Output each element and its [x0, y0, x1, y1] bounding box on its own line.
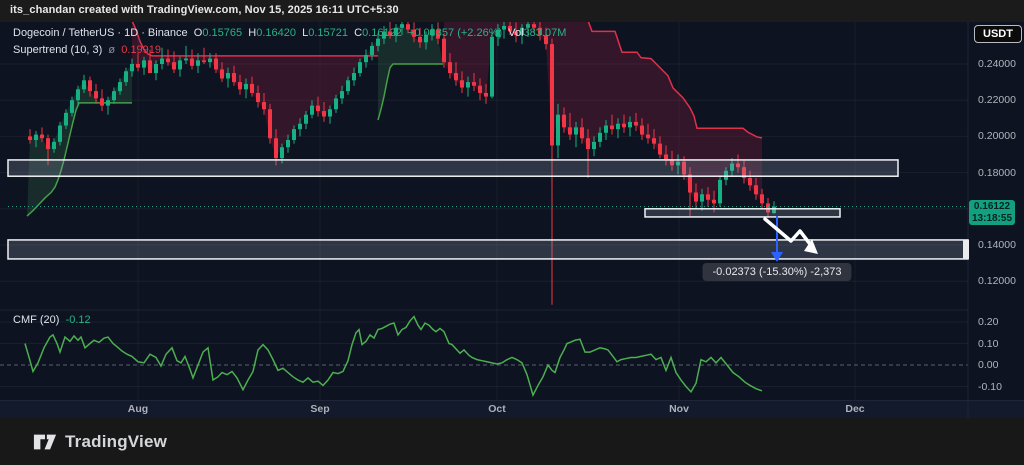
cmf-legend[interactable]: CMF (20) -0.12 [13, 314, 91, 326]
cmf-axis-label[interactable]: 0.00 [978, 359, 999, 371]
current-price-value: 0.16122 [973, 201, 1011, 212]
symbol-legend[interactable]: Dogecoin / TetherUS · 1D · Binance O0.15… [13, 27, 566, 56]
cmf-value: -0.12 [65, 314, 91, 326]
cmf-axis-label[interactable]: -0.10 [978, 380, 1002, 393]
supertrend-name[interactable]: Supertrend (10, 3) [13, 44, 103, 56]
attribution-text: its_chandan created with TradingView.com… [10, 4, 399, 16]
price-axis-label[interactable]: 0.24000 [978, 58, 1016, 70]
supertrend-symbol: ø [108, 44, 116, 56]
price-axis-label[interactable]: 0.20000 [978, 130, 1016, 143]
tradingview-brand-text: TradingView [65, 432, 168, 451]
candlestick-series [28, 22, 776, 305]
price-axis-label[interactable]: 0.12000 [978, 275, 1016, 288]
legend-row-supertrend[interactable]: Supertrend (10, 3) ø 0.19919 [13, 44, 566, 56]
white-breakdown-arrow[interactable] [763, 217, 818, 254]
cmf-axis-label[interactable]: 0.20 [978, 316, 999, 328]
time-axis-label[interactable]: Aug [127, 403, 149, 415]
grid-lines [0, 22, 969, 418]
volume-value: 383.07M [523, 27, 567, 39]
symbol-title[interactable]: Dogecoin / TetherUS · 1D · Binance [13, 27, 188, 39]
blue-down-arrow[interactable] [771, 216, 783, 262]
chart-background [0, 22, 1024, 400]
low-label: L [302, 27, 309, 39]
resistance-zone [7, 159, 899, 177]
change-value: +0.00357 (+2.26%) [407, 27, 503, 39]
cmf-line [24, 315, 763, 398]
high-label: H [248, 27, 257, 39]
legend-row-symbol: Dogecoin / TetherUS · 1D · Binance O0.15… [13, 27, 566, 39]
close-label: C [354, 27, 363, 39]
open-value: 0.15765 [202, 27, 243, 39]
drawing-zones[interactable] [7, 159, 969, 260]
time-axis-strip[interactable] [0, 400, 1024, 419]
breakdown-box [644, 208, 841, 218]
price-axis-label[interactable]: 0.18000 [978, 166, 1016, 179]
volume-label: Vol [508, 27, 524, 39]
high-value: 0.16420 [256, 27, 296, 39]
footer-bar [0, 418, 1024, 465]
cmf-name[interactable]: CMF (20) [13, 314, 60, 326]
price-axis-label[interactable]: 0.22000 [978, 94, 1016, 107]
measure-tool-label[interactable]: -0.02373 (-15.30%) -2,373 [702, 263, 852, 281]
bar-countdown: 13:18:55 [971, 212, 1013, 224]
supertrend-indicator [26, 22, 763, 217]
low-value: 0.15721 [308, 27, 348, 39]
tradingview-logo-icon [33, 434, 57, 450]
time-axis-label[interactable]: Oct [488, 403, 506, 415]
open-label: O [193, 27, 203, 39]
time-axis-label[interactable]: Nov [669, 403, 689, 415]
cmf-axis-label[interactable]: 0.10 [978, 337, 999, 350]
current-price-badge: 0.16122 13:18:55 [969, 200, 1015, 225]
price-axis-label[interactable]: 0.14000 [978, 239, 1016, 251]
time-axis-label[interactable]: Dec [845, 403, 865, 415]
tradingview-brand[interactable]: TradingView [33, 432, 167, 452]
attribution-bar: its_chandan created with TradingView.com… [0, 0, 1024, 22]
support-zone [7, 239, 969, 260]
currency-toggle-badge[interactable]: USDT [974, 25, 1022, 43]
time-axis-label[interactable]: Sep [310, 403, 330, 415]
close-value: 0.16122 [362, 27, 402, 39]
supertrend-value: 0.19919 [121, 44, 162, 56]
